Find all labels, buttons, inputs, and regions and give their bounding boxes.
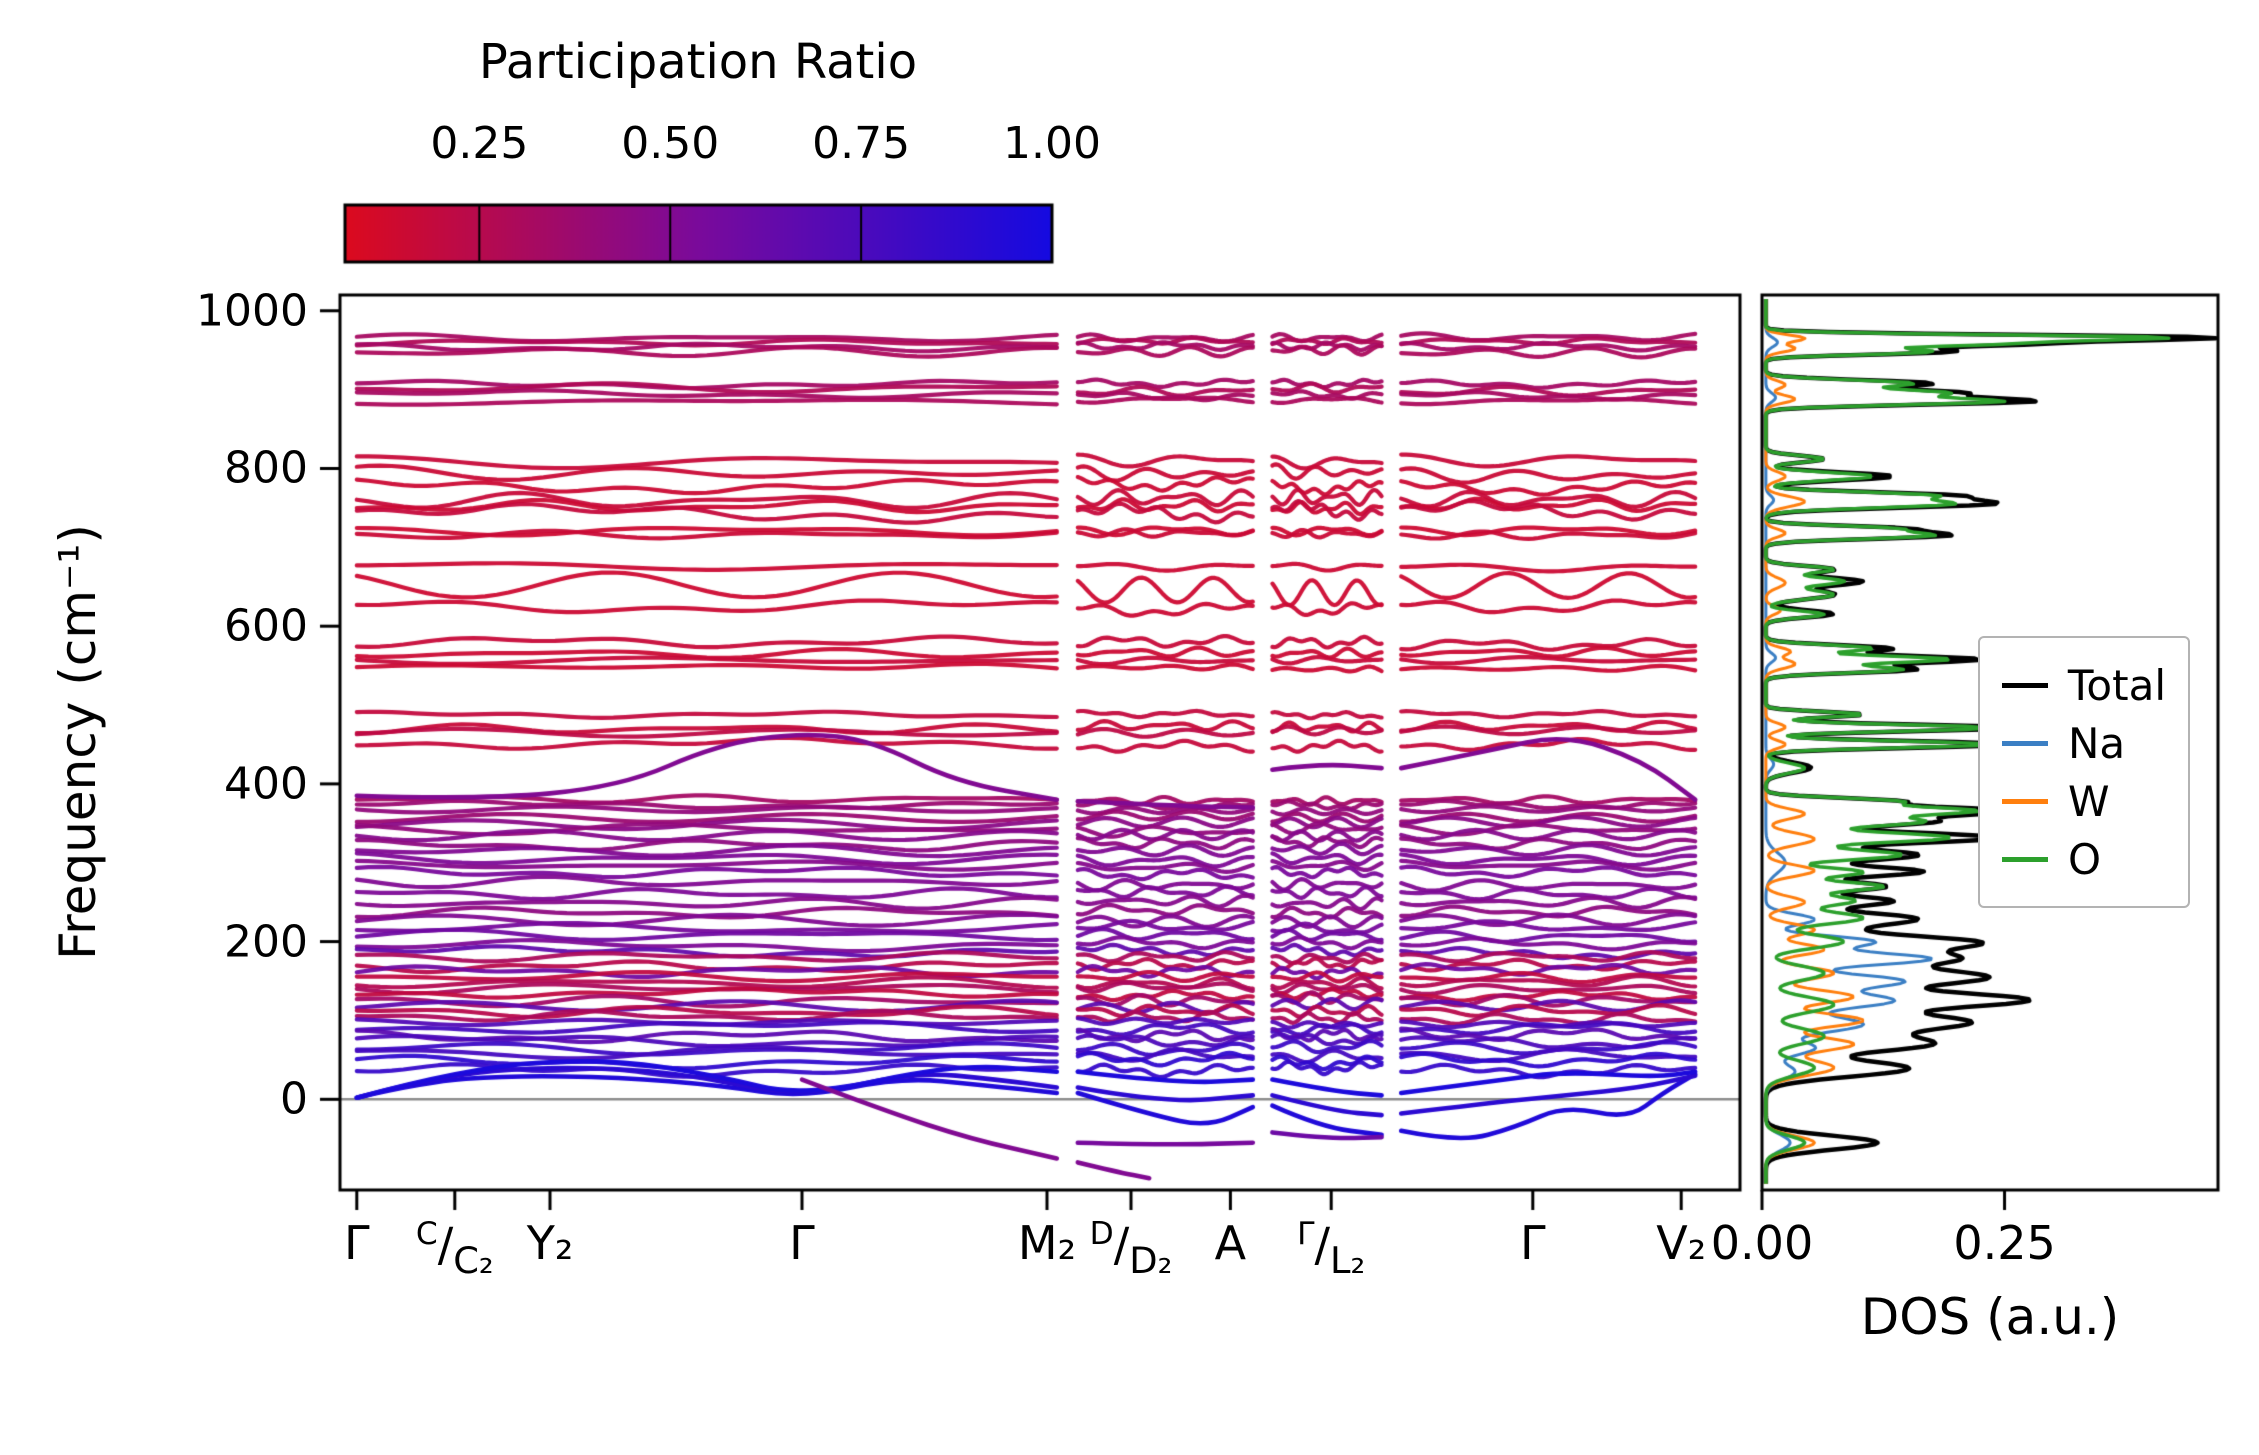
legend-label: Na [2068, 718, 2126, 768]
y-tick-label: 200 [224, 916, 308, 968]
legend-line-swatch [2002, 682, 2048, 688]
legend: Total Na W O [1978, 636, 2190, 908]
colorbar-tick-label: 1.00 [1003, 118, 1101, 169]
x-tick-label: Γ/L₂ [1297, 1216, 1366, 1283]
dos-x-tick-label: 0.00 [1710, 1216, 1814, 1270]
x-tick-superscript: Γ [1297, 1216, 1315, 1252]
legend-entry: O [2002, 830, 2166, 888]
y-tick-label: 600 [224, 600, 308, 652]
x-tick-subscript: C₂ [453, 1239, 494, 1283]
y-tick-label: 400 [224, 758, 308, 810]
x-tick-superscript: C [415, 1216, 438, 1252]
x-tick-label: Γ [789, 1216, 815, 1270]
y-tick-label: 1000 [196, 285, 308, 337]
dos-x-tick-label: 0.25 [1953, 1216, 2056, 1270]
legend-entry: Na [2002, 714, 2166, 772]
colorbar-tick-label: 0.50 [621, 118, 720, 169]
x-tick-label: C/C₂ [415, 1216, 494, 1283]
x-tick-label: M₂ [1017, 1216, 1077, 1270]
x-tick-label: A [1214, 1216, 1247, 1270]
legend-line-swatch [2002, 740, 2048, 746]
colorbar-title: Participation Ratio [478, 34, 918, 90]
colorbar-tick-label: 0.25 [430, 118, 529, 169]
x-tick-label: V₂ [1656, 1216, 1707, 1270]
x-tick-subscript: L₂ [1330, 1239, 1366, 1283]
x-tick-superscript: D [1089, 1216, 1114, 1252]
legend-label: O [2068, 834, 2102, 884]
dos-axis-label: DOS (a.u.) [1860, 1288, 2120, 1346]
y-tick-label: 800 [224, 442, 308, 494]
colorbar-tick-label: 0.75 [812, 118, 911, 169]
x-tick-label: Γ [1519, 1216, 1546, 1270]
legend-line-swatch [2002, 856, 2048, 862]
y-tick-label: 0 [280, 1073, 308, 1125]
x-tick-label: D/D₂ [1089, 1216, 1173, 1283]
legend-line-swatch [2002, 798, 2048, 804]
x-tick-subscript: D₂ [1129, 1239, 1173, 1283]
legend-entry: W [2002, 772, 2166, 830]
legend-label: W [2068, 776, 2110, 826]
y-axis-label: Frequency (cm⁻¹) [49, 524, 107, 960]
x-tick-label: Γ [343, 1216, 370, 1270]
legend-entry: Total [2002, 656, 2166, 714]
legend-label: Total [2067, 660, 2166, 710]
x-tick-label: Y₂ [526, 1216, 574, 1270]
